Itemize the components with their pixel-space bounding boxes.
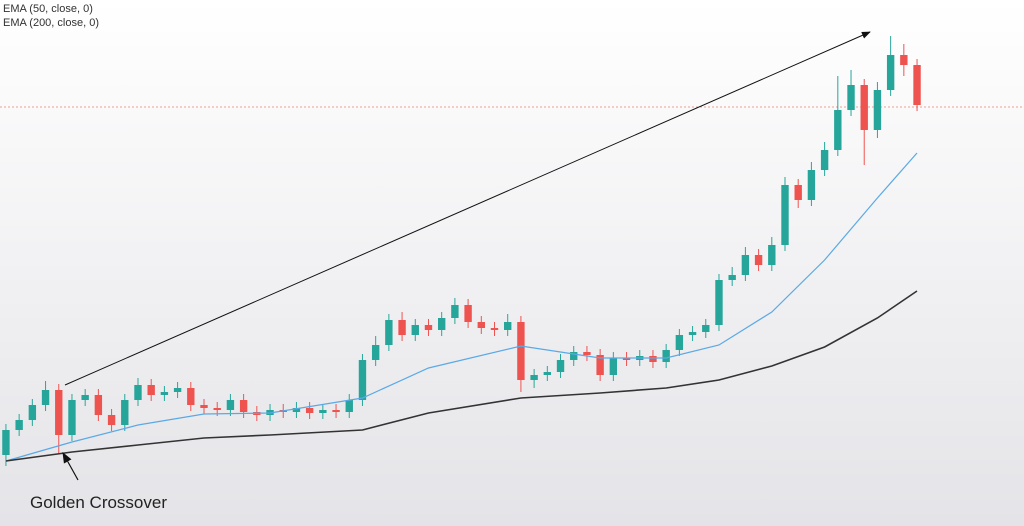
candle-body [358,360,367,400]
candle-body [649,356,657,362]
candle-body [94,395,103,415]
candle-body [81,395,89,400]
candle-body [451,305,459,318]
candle-body [292,408,301,412]
trend-arrow [64,31,871,386]
candle-body [398,320,406,335]
candle-body [820,150,829,170]
candle-body [834,110,842,150]
candle-body [583,352,591,355]
candle-body [662,350,670,362]
candle-body [424,325,433,330]
ema-line [5,290,918,462]
candle-body [860,85,868,130]
candle-body [741,255,750,275]
candle-body [55,390,63,435]
candle-body [570,352,578,360]
candle-body [754,255,763,265]
candle-body [556,360,565,372]
candle-body [385,320,393,345]
legend-entry: EMA (200, close, 0) [3,17,99,29]
candle-body [847,85,855,110]
candle-body [504,322,512,330]
crossover-arrow [62,452,79,481]
candle-body [173,388,182,392]
candle-body [305,408,314,413]
candle-body [239,400,248,412]
candle-body [728,275,736,280]
candle-body [622,358,631,360]
candle-body [121,400,129,425]
candle-body [226,400,235,410]
candle-body [543,372,552,375]
candle-body [371,345,380,360]
candle-body [134,385,142,400]
candle-body [147,385,155,395]
ema-line [5,152,918,462]
candle-body [2,430,10,455]
candle-body [187,388,195,405]
candle-body [781,185,789,245]
candle-body [464,305,472,322]
candle-body [332,410,340,412]
candle-body [490,328,499,330]
candle-body [913,65,921,105]
candle-body [319,410,327,413]
candle-body [702,325,710,332]
annotation: Golden Crossover [30,493,167,512]
candle-body [530,375,538,380]
candle-body [886,55,895,90]
candle-body [794,185,802,200]
candle-body [41,390,50,405]
candle-body [15,420,23,430]
candle-body [900,55,908,65]
candle-body [160,392,169,395]
candle-body [200,405,208,408]
candle-body [213,408,221,410]
candle-body [411,325,419,335]
candle-body [28,405,37,420]
candle-body [688,332,697,335]
candle-body [345,400,353,412]
candle-body [715,280,723,325]
candle-body [107,415,116,425]
candle-body [477,322,485,328]
legend-entry: EMA (50, close, 0) [3,3,93,15]
candle-body [596,355,604,375]
candle-body [68,400,76,435]
candle-body [807,170,816,200]
candle-body [609,358,618,375]
candle-body [517,322,525,380]
candle-body [768,245,776,265]
candle-body [675,335,684,350]
candle-body [437,318,446,330]
candle-body [873,90,882,130]
